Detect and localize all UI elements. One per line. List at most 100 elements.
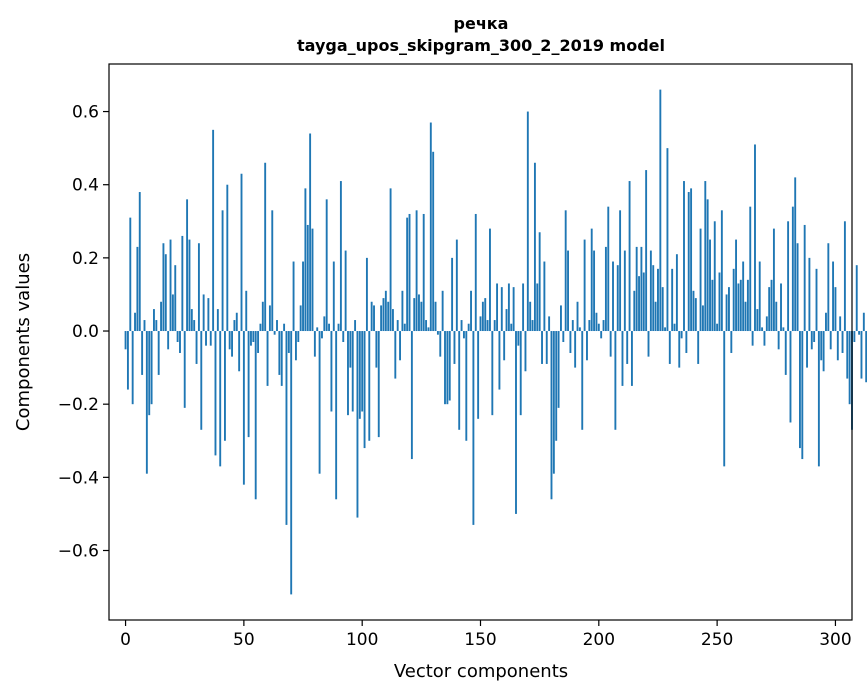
bar — [351, 331, 354, 412]
bar — [503, 331, 506, 361]
bar — [597, 323, 600, 332]
bar — [181, 235, 184, 332]
x-tick-label: 150 — [464, 630, 496, 650]
chart-subtitle: tayga_upos_skipgram_300_2_2019 model — [297, 36, 665, 55]
bar — [231, 331, 233, 357]
bar — [758, 261, 761, 332]
bar — [259, 323, 262, 332]
bar — [697, 331, 700, 364]
bar — [429, 122, 432, 332]
bar — [283, 323, 286, 332]
bar — [780, 283, 782, 332]
bar — [470, 290, 472, 332]
bar — [238, 331, 241, 372]
bar — [723, 331, 726, 467]
bar — [252, 331, 255, 342]
bar — [472, 331, 475, 525]
bar — [777, 331, 780, 350]
bar — [555, 331, 558, 441]
bar — [709, 239, 711, 332]
bar — [839, 316, 842, 332]
bar — [394, 331, 397, 379]
bar — [164, 254, 167, 332]
bar — [666, 148, 669, 332]
bar — [193, 320, 196, 332]
bar — [377, 331, 380, 438]
bar — [264, 162, 267, 332]
bar — [846, 331, 849, 379]
bar — [254, 331, 257, 500]
bar — [638, 276, 640, 332]
bar — [510, 323, 513, 332]
bar — [533, 162, 536, 332]
bar — [276, 320, 278, 332]
bar — [543, 261, 546, 332]
bar — [853, 331, 856, 342]
bar — [441, 290, 444, 332]
bar — [339, 181, 342, 332]
bar — [219, 331, 222, 467]
bar — [200, 331, 203, 430]
bar — [567, 250, 569, 332]
bar — [420, 301, 423, 332]
bar — [701, 305, 704, 332]
bar — [202, 294, 205, 332]
bar — [593, 250, 596, 332]
bar — [183, 331, 186, 408]
bar — [832, 261, 835, 332]
bar — [749, 206, 752, 332]
bar — [373, 305, 375, 332]
bar — [384, 290, 387, 332]
bar — [623, 250, 626, 332]
bar — [675, 254, 678, 332]
bar — [363, 331, 366, 449]
bar — [548, 316, 551, 332]
bar — [810, 331, 813, 350]
bar — [652, 265, 655, 332]
bar — [683, 181, 685, 332]
bar — [735, 239, 737, 332]
bar — [538, 232, 541, 332]
bar — [789, 331, 792, 423]
bar — [588, 320, 591, 332]
bar — [458, 331, 461, 430]
bar — [822, 331, 825, 372]
bar — [562, 331, 565, 342]
bar — [784, 331, 787, 375]
bar — [361, 331, 364, 412]
bar — [519, 331, 522, 416]
bar — [728, 287, 730, 332]
bar — [550, 331, 553, 500]
bar — [657, 268, 659, 332]
bar — [448, 331, 451, 401]
bar — [302, 261, 304, 332]
bar — [865, 331, 867, 383]
bar — [531, 320, 534, 332]
bar — [491, 331, 494, 416]
bar — [843, 221, 846, 332]
bar — [240, 173, 243, 332]
bar — [179, 331, 181, 353]
bar — [467, 323, 470, 332]
bar — [673, 323, 676, 332]
bar — [321, 331, 323, 339]
bar — [484, 298, 487, 332]
bar — [328, 323, 330, 332]
bar — [772, 228, 775, 332]
bar — [744, 301, 747, 332]
bar — [507, 283, 510, 332]
bar — [825, 312, 827, 332]
bar — [370, 301, 373, 332]
bar — [820, 331, 823, 361]
bar — [732, 268, 735, 332]
bar — [841, 331, 844, 353]
bar — [687, 192, 690, 332]
bar — [401, 290, 404, 332]
bar — [515, 331, 517, 514]
bar — [706, 199, 709, 332]
bar — [285, 331, 288, 525]
bar — [614, 331, 617, 430]
bar — [609, 331, 612, 357]
bar — [136, 246, 139, 332]
bar — [169, 239, 172, 332]
